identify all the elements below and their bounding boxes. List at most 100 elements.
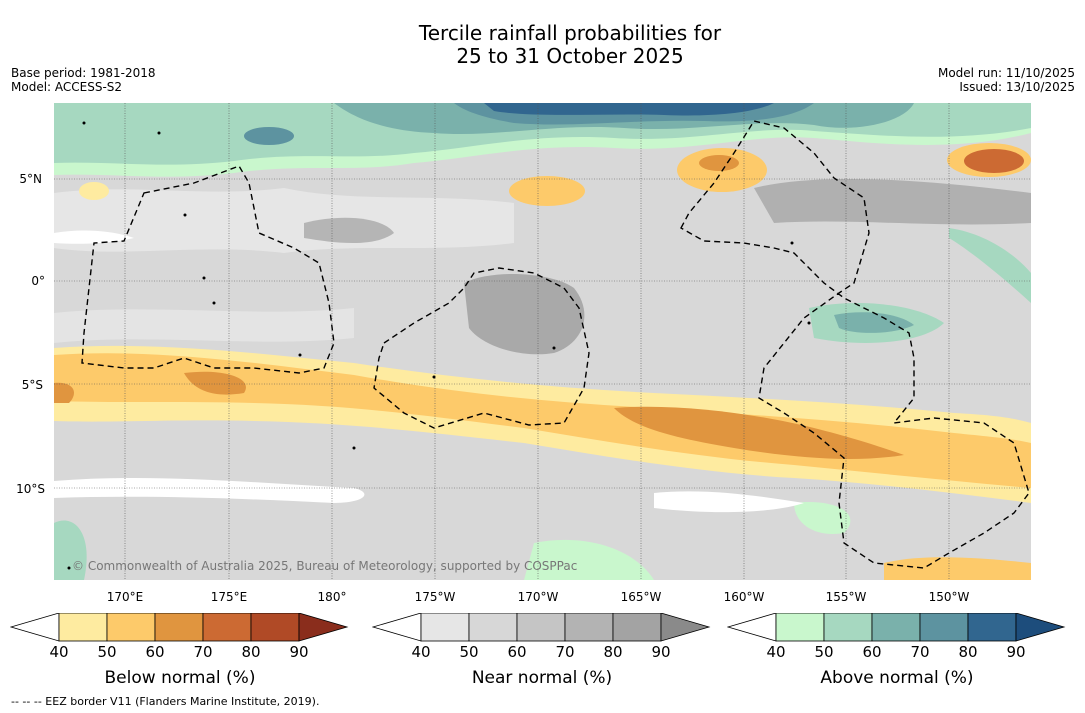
base-period: Base period: 1981-2018 (11, 66, 156, 80)
tick: 60 (507, 643, 527, 661)
tick: 80 (603, 643, 623, 661)
tick: 90 (1006, 643, 1026, 661)
tick: 80 (958, 643, 978, 661)
below-normal-70 (54, 382, 74, 403)
lon-label: 175°W (414, 590, 456, 604)
lon-label: 155°W (825, 590, 867, 604)
colorbar-segment (516, 612, 566, 642)
title-line-2: 25 to 31 October 2025 (456, 44, 684, 68)
lon-label: 160°W (723, 590, 765, 604)
tick: 50 (459, 643, 479, 661)
colorbar-max-arrow (298, 612, 349, 642)
lat-label: 5°S (21, 378, 43, 392)
colorbar-min-arrow (371, 612, 422, 642)
above-normal-southwest (54, 520, 87, 580)
issued-date: Issued: 13/10/2025 (959, 80, 1075, 94)
map-svg (54, 103, 1031, 580)
colorbar-label: Above normal (%) (820, 668, 974, 688)
tick: 50 (97, 643, 117, 661)
lat-label: 0° (31, 274, 45, 288)
lon-label: 150°W (928, 590, 970, 604)
above-normal-central-70 (834, 312, 914, 333)
eez-kiribati-line-area (680, 120, 1030, 569)
above-normal-south (524, 539, 654, 580)
near-normal-light-patch (54, 308, 354, 343)
eez-legend-note: -- -- -- EEZ border V11 (Flanders Marine… (11, 695, 320, 708)
map-title: Tercile rainfall probabilities for 25 to… (0, 22, 1085, 68)
eez-tokelau-area (373, 267, 590, 429)
colorbar-segment (106, 612, 156, 642)
colorbar-segment (202, 612, 252, 642)
tick: 90 (651, 643, 671, 661)
colorbar-min-arrow (726, 612, 777, 642)
colorbar-segment (468, 612, 518, 642)
colorbar-segment (871, 612, 921, 642)
near-normal-dark-patch (304, 217, 394, 243)
no-dominant-patch (654, 491, 804, 513)
tick: 70 (193, 643, 213, 661)
colorbar-max-arrow (660, 612, 711, 642)
colorbar-segment (612, 612, 662, 642)
colorbar-ticks: 40 50 60 70 80 90 (10, 643, 350, 663)
colorbar-label: Below normal (%) (104, 668, 256, 688)
tick: 50 (814, 643, 834, 661)
copyright-notice: © Commonwealth of Australia 2025, Bureau… (72, 559, 578, 573)
tick: 70 (555, 643, 575, 661)
colorbar-segment (967, 612, 1017, 642)
tick: 40 (411, 643, 431, 661)
colorbar-above-normal-svg (726, 612, 1066, 642)
colorbar-segment (823, 612, 873, 642)
model-run: Model run: 11/10/2025 (937, 66, 1075, 80)
islands (67, 121, 811, 570)
below-normal-70 (614, 406, 904, 459)
colorbar-near-normal: 40 50 60 70 80 90 Near normal (%) (371, 612, 712, 693)
colorbar-segment (919, 612, 969, 642)
below-normal-spot-70 (699, 155, 739, 171)
colorbar-segment (775, 612, 825, 642)
map-area[interactable] (54, 103, 1031, 580)
below-normal-ne-70 (964, 149, 1024, 173)
gridlines (54, 103, 1031, 580)
colorbar-ticks: 40 50 60 70 80 90 (372, 643, 712, 663)
below-normal-spot (79, 182, 109, 200)
colorbar-below-normal-svg (9, 612, 349, 642)
above-normal-80-spot (244, 127, 294, 145)
above-normal-south (794, 502, 851, 534)
no-dominant-patch (54, 230, 134, 244)
meta-right: Model run: 11/10/2025 Issued: 13/10/2025 (938, 66, 1075, 94)
meta-left: Base period: 1981-2018 Model: ACCESS-S2 (11, 66, 156, 94)
below-normal-70 (184, 371, 246, 395)
lon-label: 180° (317, 590, 347, 604)
tick: 90 (289, 643, 309, 661)
tick: 40 (49, 643, 69, 661)
below-normal-spot (509, 176, 585, 206)
below-normal-south (884, 557, 1031, 580)
title-line-1: Tercile rainfall probabilities for (418, 21, 722, 45)
near-normal-dark-patch (464, 273, 585, 355)
colorbar-ticks: 40 50 60 70 80 90 (727, 643, 1067, 663)
tick: 80 (241, 643, 261, 661)
lat-label: 5°N (19, 172, 42, 186)
no-dominant-patch (54, 478, 365, 503)
colorbar-near-normal-svg (371, 612, 711, 642)
colorbar-below-normal: 40 50 60 70 80 90 Below normal (%) (9, 612, 350, 693)
colorbar-segment (154, 612, 204, 642)
lon-label: 175°E (210, 590, 248, 604)
model-name: Model: ACCESS-S2 (11, 80, 123, 94)
above-normal-90 (484, 103, 774, 116)
colorbar-segment (420, 612, 470, 642)
lon-label: 170°W (517, 590, 559, 604)
lat-label: 10°S (16, 482, 45, 496)
colorbar-segment (564, 612, 614, 642)
colorbar-segment (250, 612, 300, 642)
eez-borders (81, 120, 1030, 569)
near-normal-light-patch (54, 188, 514, 253)
tick: 40 (766, 643, 786, 661)
colorbar-above-normal: 40 50 60 70 80 90 Above normal (%) (726, 612, 1067, 693)
colorbar-label: Near normal (%) (471, 668, 613, 688)
eez-tuvalu-area (81, 165, 335, 374)
tick: 60 (862, 643, 882, 661)
tick: 70 (910, 643, 930, 661)
colorbar-max-arrow (1015, 612, 1066, 642)
lon-label: 170°E (106, 590, 144, 604)
